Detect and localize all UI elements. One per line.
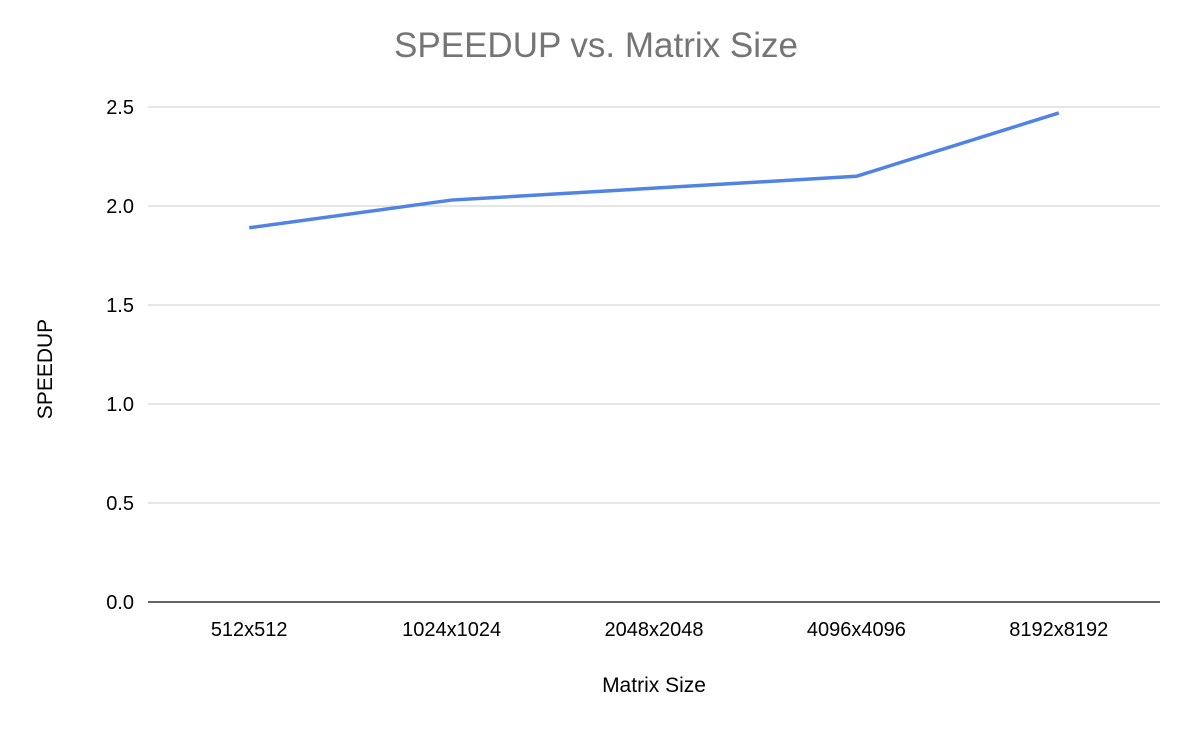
- x-tick-label: 8192x8192: [1009, 619, 1108, 641]
- x-tick-label: 1024x1024: [402, 619, 501, 641]
- series-line: [248, 111, 1060, 230]
- x-tick-label: 4096x4096: [807, 619, 906, 641]
- y-tick-label: 0.5: [106, 493, 134, 515]
- x-axis-title: Matrix Size: [602, 674, 706, 697]
- x-tick-label: 512x512: [211, 619, 288, 641]
- y-tick-label: 2.0: [106, 196, 134, 218]
- y-axis-title: SPEEDUP: [34, 318, 57, 420]
- y-tick-label: 0.0: [106, 592, 134, 614]
- chart-title: SPEEDUP vs. Matrix Size: [394, 26, 798, 65]
- y-tick-label: 2.5: [106, 97, 134, 119]
- y-tick-label: 1.0: [106, 394, 134, 416]
- x-tick-label: 2048x2048: [605, 619, 704, 641]
- y-tick-label: 1.5: [106, 295, 134, 317]
